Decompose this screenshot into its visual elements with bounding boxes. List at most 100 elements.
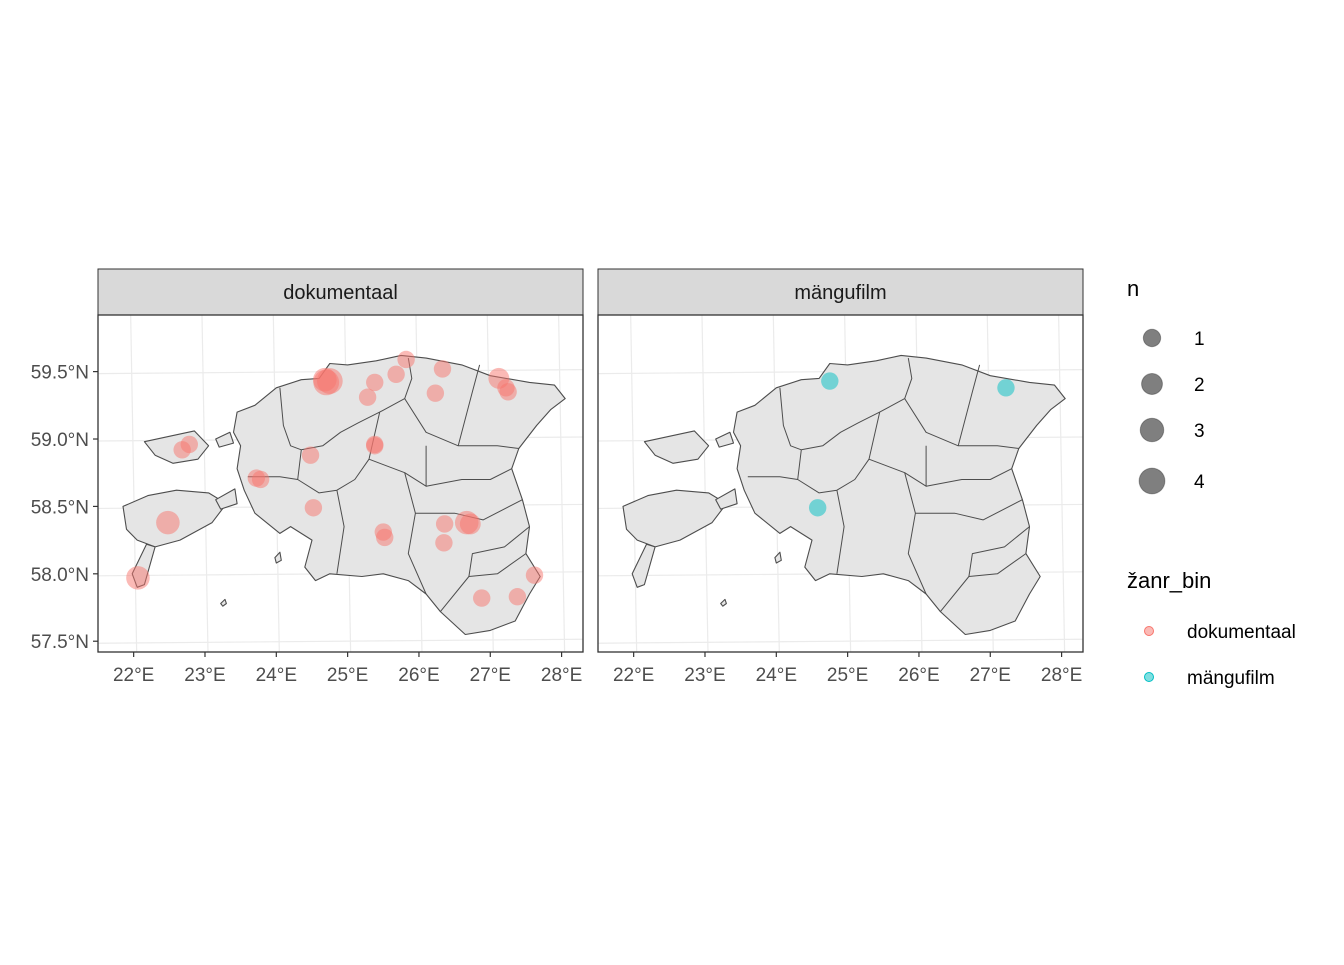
x-tick-label: 27°E (470, 665, 511, 686)
county-border (279, 387, 302, 451)
legend-size-label: 3 (1194, 421, 1205, 442)
county-border (968, 526, 1030, 577)
map-point (808, 499, 827, 517)
legend-color-label: dokumentaal (1187, 622, 1296, 643)
map-point (313, 367, 337, 392)
gridline-x (201, 315, 209, 652)
map-point (301, 446, 320, 464)
map-point (435, 534, 453, 552)
gridline-y (98, 638, 583, 644)
gridline-x (130, 315, 138, 652)
x-tick-label: 28°E (1041, 665, 1082, 686)
legend-size-title: n (1127, 276, 1139, 301)
land-polygon (715, 488, 738, 510)
gridline-x (558, 315, 566, 652)
county-border (868, 445, 927, 487)
x-tick-label: 26°E (898, 665, 939, 686)
map-point (376, 528, 394, 547)
y-tick-label: 58.5°N (31, 497, 89, 518)
points-layer (126, 350, 544, 607)
land-polygon (643, 430, 710, 464)
land-polygon (631, 543, 656, 588)
gridline-y (598, 638, 1083, 644)
legend-color-key (1144, 672, 1154, 682)
land-polygon (622, 489, 727, 548)
y-tick-label: 59.5°N (31, 363, 89, 384)
x-tick-label: 25°E (327, 665, 368, 686)
x-tick-label: 22°E (613, 665, 654, 686)
county-border (915, 499, 1023, 521)
county-border (457, 364, 481, 446)
x-tick-label: 24°E (256, 665, 297, 686)
y-tick-label: 57.5°N (31, 632, 89, 653)
panel-border (97, 314, 584, 653)
x-tick-label: 25°E (827, 665, 868, 686)
map-point (358, 388, 377, 406)
legend-size-key (1139, 417, 1165, 443)
facet-panel-mangufilm: mängufilm 22°E 23°E 24°E 25°E 26°E 27°E 28°E (597, 268, 1084, 686)
land-polygon (732, 354, 1066, 636)
map-point (251, 470, 270, 489)
x-tick-label: 23°E (684, 665, 725, 686)
map-point (997, 379, 1015, 397)
legend-size-key (1142, 328, 1162, 348)
county-border (801, 358, 913, 451)
county-border (926, 468, 1012, 487)
map-point (156, 510, 180, 535)
land-polygon (720, 598, 727, 607)
x-tick-label: 24°E (756, 665, 797, 686)
map-point (459, 513, 481, 535)
x-tick-label: 26°E (398, 665, 439, 686)
strip-background (597, 268, 1084, 316)
land-polygon (715, 431, 735, 448)
map-point (473, 589, 491, 607)
legend-size-label: 4 (1194, 472, 1205, 493)
y-tick-label: 58.0°N (31, 565, 89, 586)
county-border (747, 476, 798, 480)
legend-size-label: 1 (1194, 329, 1205, 350)
county-border (940, 553, 1027, 612)
x-tick-label: 23°E (184, 665, 225, 686)
county-border (904, 472, 927, 595)
land-polygon (215, 431, 235, 448)
map-point (499, 383, 517, 401)
map-point (426, 384, 445, 402)
land-polygon (774, 551, 782, 564)
map-point (821, 372, 839, 390)
county-border (957, 364, 981, 446)
gridline-x (701, 315, 709, 652)
facet-panel-dokumentaal: dokumentaal 22°E 23°E 24°E 25°E 26°E 27°E 28°E… (31, 268, 584, 686)
land-polygon (274, 551, 282, 564)
x-axis: 22°E 23°E 24°E 25°E 26°E 27°E 28°E (113, 652, 582, 686)
x-tick-label: 22°E (113, 665, 154, 686)
map-point (435, 515, 454, 533)
land-polygon (232, 354, 566, 636)
legend-size-label: 2 (1194, 375, 1205, 396)
gridline-x (630, 315, 638, 652)
map-point (173, 441, 191, 459)
map-point (387, 365, 405, 384)
y-tick-label: 59.0°N (31, 430, 89, 451)
legend-color-key (1144, 626, 1154, 636)
gridline-x (1058, 315, 1066, 652)
legend-size-key (1141, 373, 1163, 395)
legend-size-key (1138, 467, 1166, 495)
estonia-map (622, 354, 1066, 636)
legend: n 1 2 3 4 žanr_bin dokumentaal mängufilm (1127, 276, 1296, 689)
map-point (304, 499, 323, 517)
map-point (433, 360, 452, 378)
county-border (836, 490, 845, 574)
strip-label: dokumentaal (283, 282, 398, 304)
y-axis: 59.5°N 59.0°N 58.5°N 58.0°N 57.5°N (31, 363, 98, 653)
legend-color-title: žanr_bin (1127, 568, 1211, 593)
county-border (468, 526, 530, 577)
map-point (126, 566, 150, 590)
county-border (779, 387, 802, 451)
legend-color-label: mängufilm (1187, 668, 1275, 689)
county-border (440, 553, 527, 612)
x-tick-label: 28°E (541, 665, 582, 686)
map-point (366, 373, 384, 392)
land-polygon (220, 598, 227, 607)
map-point (366, 437, 384, 455)
